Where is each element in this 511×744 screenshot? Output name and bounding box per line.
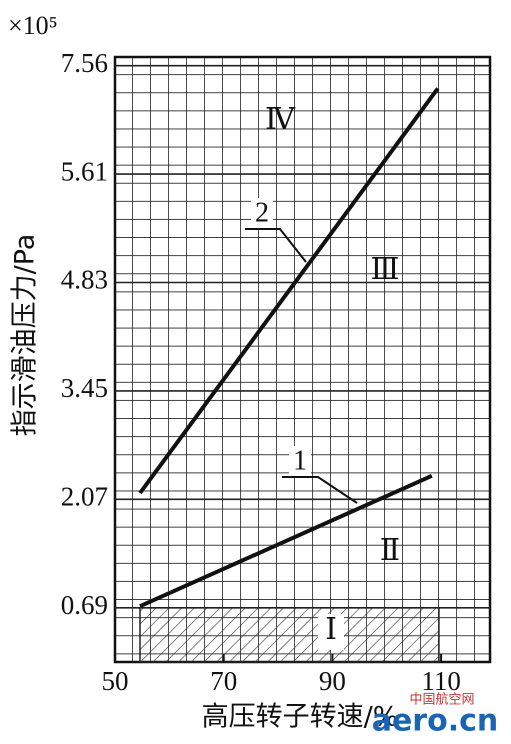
line: [138, 87, 440, 495]
y-tick-label: 2.07: [61, 482, 108, 512]
y-tick-label: 7.56: [61, 48, 108, 78]
label-bg: [318, 614, 344, 650]
x-tick-label: 50: [102, 666, 129, 696]
y-tick-label: 5.61: [61, 156, 108, 186]
y-tick-label: 0.69: [61, 590, 108, 620]
x-tick-label: 90: [319, 666, 346, 696]
label-bg: [289, 446, 311, 476]
y-multiplier: ×10⁵: [8, 11, 58, 40]
x-tick-label: 110: [421, 666, 461, 696]
legend-label: 2: [255, 197, 269, 228]
y-axis-label: 指示滑油压力/Pa: [10, 234, 41, 437]
x-axis-label: 高压转子转速/%: [202, 702, 399, 733]
legend-label: 1: [293, 445, 307, 476]
region-label: Ⅰ: [325, 613, 337, 646]
plot-frame: [113, 55, 492, 664]
x-tick-label: 70: [210, 666, 237, 696]
line: [139, 473, 433, 609]
region-label: Ⅲ: [371, 253, 400, 286]
leader-line: [245, 228, 307, 263]
leader-line: [282, 476, 358, 504]
y-tick-label: 3.45: [61, 373, 108, 403]
watermark: 中国航空网: [409, 692, 474, 708]
y-tick-label: 4.83: [61, 265, 108, 295]
hatched-region: [139, 607, 440, 663]
region-label: Ⅱ: [380, 534, 400, 567]
region-label: Ⅳ: [265, 103, 296, 136]
watermark: aero.cn: [372, 704, 499, 739]
label-bg: [251, 198, 273, 228]
